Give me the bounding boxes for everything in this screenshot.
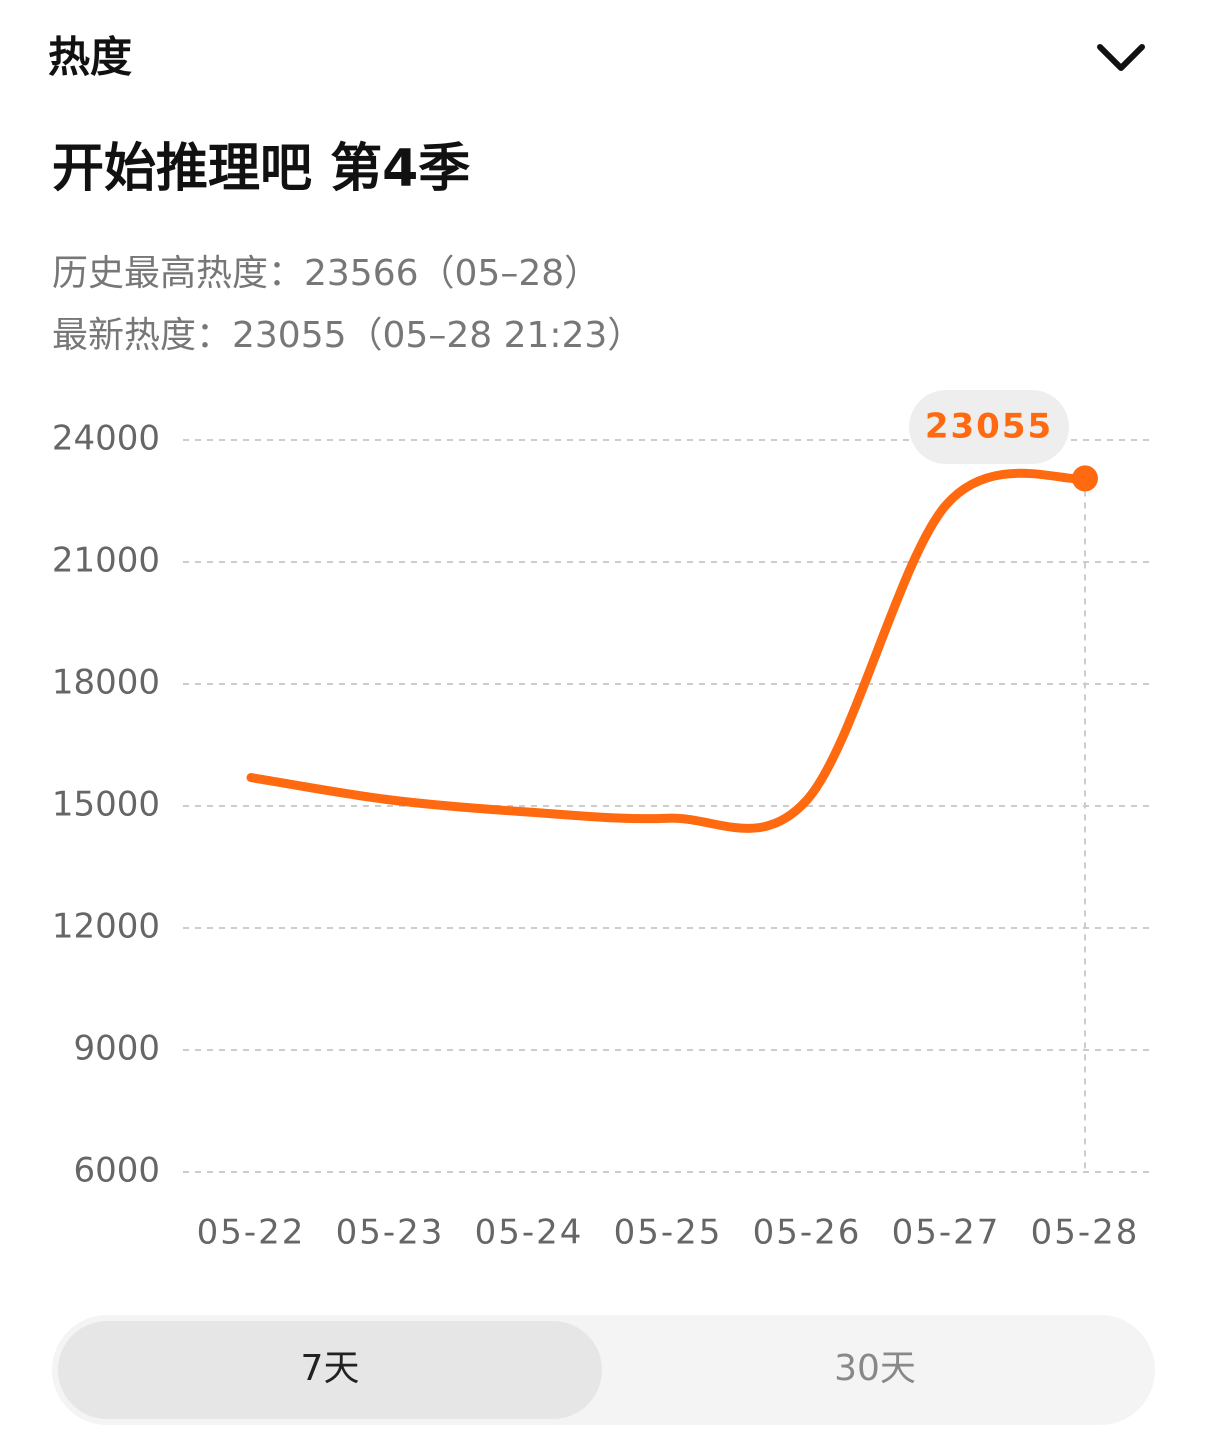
peak-stat: 历史最高热度：23566（05–28） [52,253,600,294]
x-tick-label: 05-25 [614,1213,723,1253]
y-tick-label: 12000 [52,907,160,947]
end-point [1072,465,1098,492]
y-tick-label: 21000 [52,541,160,581]
latest-stat: 最新热度：23055（05–28 21:23） [52,315,643,356]
y-tick-label: 15000 [52,785,160,825]
x-tick-label: 05-28 [1031,1213,1140,1253]
collapse-button[interactable] [1097,44,1145,71]
x-tick-label: 05-27 [892,1213,1001,1253]
y-tick-label: 24000 [52,419,160,459]
y-tick-label: 9000 [73,1029,160,1069]
x-tick-label: 05-26 [753,1213,862,1253]
y-tick-label: 6000 [73,1151,160,1191]
tooltip [909,390,1069,464]
chart: 6000 9000 12000 15000 18000 21000 24000 05-22 05… [52,390,1150,1253]
x-tick-label: 05-22 [197,1213,306,1253]
header-title: 热度 [48,33,132,82]
tab[interactable]: 30天 [834,1348,916,1389]
line [246,468,1090,833]
x-tick-label: 05-23 [336,1213,445,1253]
tab-selected [58,1321,602,1419]
tooltip-value: 23055 [925,407,1053,447]
tab[interactable]: 7天 [301,1348,360,1389]
x-tick-label: 05-24 [475,1213,584,1253]
show-title: 开始推理吧 第4季 [52,139,470,199]
y-tick-label: 18000 [52,663,160,703]
